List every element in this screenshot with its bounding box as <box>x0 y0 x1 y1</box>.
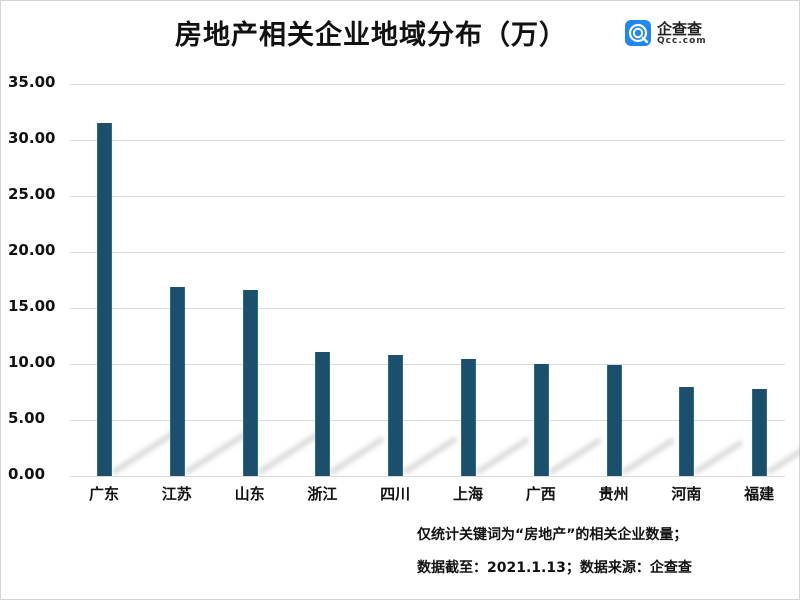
qcc-logo-icon <box>625 20 651 46</box>
y-tick-label: 5.00 <box>8 409 46 427</box>
gridline <box>70 252 785 253</box>
qcc-logo: 企查查 Qcc.com <box>625 19 715 49</box>
note-line-1: 仅统计关键词为“房地产”的相关企业数量； <box>417 527 688 543</box>
bar-7 <box>606 364 622 476</box>
x-tick-label: 浙江 <box>307 485 338 503</box>
x-tick-label: 福建 <box>744 485 775 503</box>
y-tick-label: 15.00 <box>8 297 56 315</box>
bar-8 <box>679 387 695 476</box>
bar-shadow <box>765 438 800 477</box>
x-tick-label: 四川 <box>380 485 411 503</box>
x-tick-label: 广东 <box>88 485 119 503</box>
bar-6 <box>533 363 549 476</box>
bar-1 <box>169 287 185 476</box>
x-tick-label: 广西 <box>525 485 556 503</box>
x-tick-label: 河南 <box>671 485 702 503</box>
y-tick-label: 25.00 <box>8 185 56 203</box>
y-tick-label: 20.00 <box>8 241 56 259</box>
chart-title: 房地产相关企业地域分布（万） <box>175 20 567 51</box>
y-tick-label: 30.00 <box>8 129 56 147</box>
x-tick-label: 江苏 <box>161 485 192 503</box>
bar-3 <box>315 351 331 476</box>
gridline <box>70 476 785 477</box>
bar-0 <box>97 123 112 476</box>
y-tick-label: 10.00 <box>8 353 56 371</box>
bar-shadow <box>620 436 676 477</box>
bar-9 <box>752 388 768 476</box>
bar-shadow <box>547 436 603 477</box>
gridline <box>70 308 785 309</box>
note-line-2: 数据截至：2021.1.13；数据来源：企查查 <box>417 560 692 576</box>
logo-sub: Qcc.com <box>657 36 707 46</box>
bar-shadow <box>183 428 251 477</box>
bar-5 <box>461 358 476 476</box>
bar-shadow <box>474 435 531 477</box>
gridline <box>70 140 785 141</box>
y-tick-label: 0.00 <box>8 465 46 483</box>
bar-shadow <box>110 427 179 477</box>
x-tick-label: 贵州 <box>598 485 629 503</box>
bar-4 <box>388 355 404 476</box>
gridline <box>70 196 785 197</box>
bar-shadow <box>401 435 459 477</box>
bar-shadow <box>256 428 323 477</box>
gridline <box>70 364 785 365</box>
x-tick-label: 山东 <box>234 485 265 503</box>
x-tick-label: 上海 <box>452 485 483 503</box>
gridline <box>70 84 785 85</box>
y-tick-label: 35.00 <box>8 73 56 91</box>
logo-name: 企查查 <box>657 20 703 38</box>
bar-shadow <box>328 434 386 477</box>
bar-shadow <box>692 438 745 477</box>
gridline <box>70 420 785 421</box>
bar-2 <box>242 289 258 476</box>
